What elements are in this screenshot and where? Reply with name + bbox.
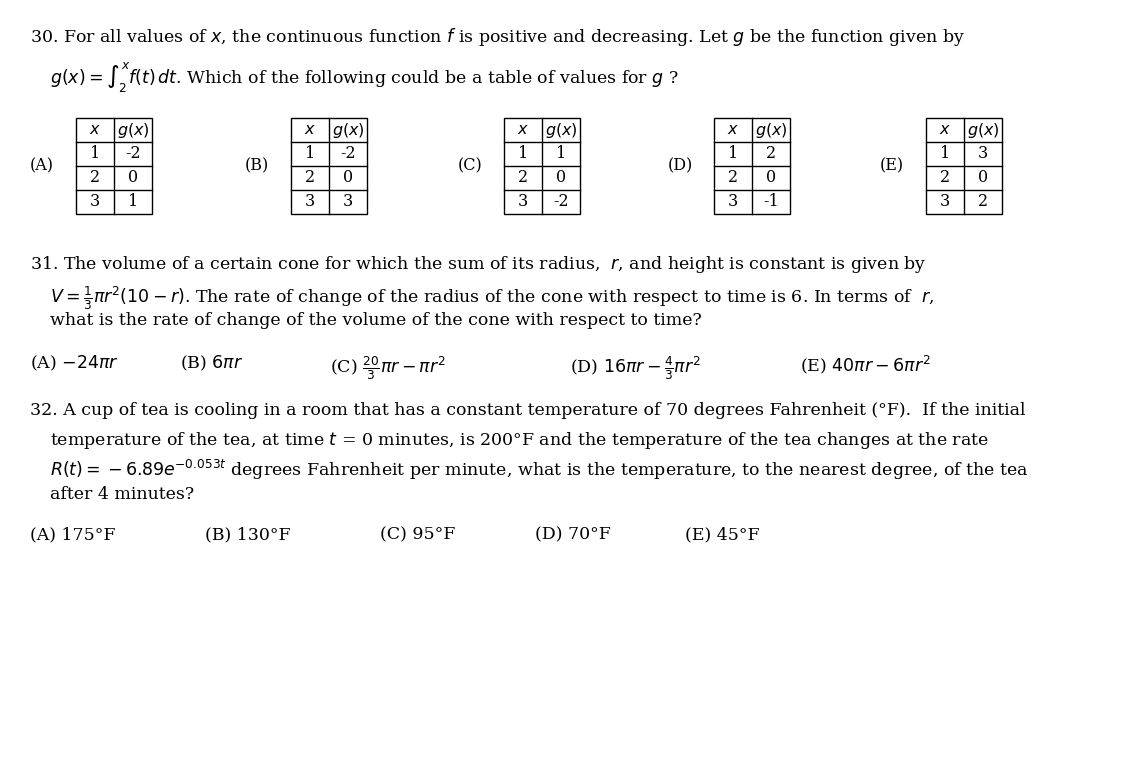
- Text: 0: 0: [766, 170, 776, 187]
- Text: (B) 130°F: (B) 130°F: [205, 526, 290, 543]
- Text: 0: 0: [343, 170, 354, 187]
- Text: -1: -1: [763, 194, 778, 211]
- Text: $x$: $x$: [727, 122, 739, 139]
- Text: (E) $40\pi r - 6\pi r^2$: (E) $40\pi r - 6\pi r^2$: [800, 354, 931, 376]
- Text: 0: 0: [127, 170, 138, 187]
- Text: (D): (D): [668, 157, 693, 174]
- Text: 1: 1: [940, 146, 951, 163]
- Text: -2: -2: [340, 146, 356, 163]
- Text: 3: 3: [90, 194, 100, 211]
- Text: (A): (A): [30, 157, 54, 174]
- Text: 1: 1: [127, 194, 138, 211]
- Text: 1: 1: [305, 146, 315, 163]
- Text: $V = \frac{1}{3}\pi r^2(10 - r)$. The rate of change of the radius of the cone w: $V = \frac{1}{3}\pi r^2(10 - r)$. The ra…: [51, 284, 934, 312]
- Text: 1: 1: [556, 146, 566, 163]
- Text: 30. For all values of $x$, the continuous function $f$ is positive and decreasin: 30. For all values of $x$, the continuou…: [30, 26, 964, 48]
- Text: (A) $-24\pi r$: (A) $-24\pi r$: [30, 354, 118, 373]
- Text: 2: 2: [90, 170, 100, 187]
- Bar: [714, 118, 790, 214]
- Text: 32. A cup of tea is cooling in a room that has a constant temperature of 70 degr: 32. A cup of tea is cooling in a room th…: [30, 402, 1025, 419]
- Text: 1: 1: [728, 146, 738, 163]
- Text: 1: 1: [518, 146, 528, 163]
- Text: 0: 0: [556, 170, 566, 187]
- Text: 3: 3: [940, 194, 951, 211]
- Text: $g(x)$: $g(x)$: [544, 121, 577, 139]
- Text: (D) 70°F: (D) 70°F: [535, 526, 611, 543]
- Text: 3: 3: [518, 194, 528, 211]
- Text: $g(x) = \int_2^x f(t)\,dt$. Which of the following could be a table of values fo: $g(x) = \int_2^x f(t)\,dt$. Which of the…: [51, 60, 678, 94]
- Text: (E): (E): [881, 157, 905, 174]
- Text: 1: 1: [90, 146, 100, 163]
- Bar: [290, 118, 367, 214]
- Text: $g(x)$: $g(x)$: [967, 121, 1000, 139]
- Text: $g(x)$: $g(x)$: [754, 121, 788, 139]
- Text: after 4 minutes?: after 4 minutes?: [51, 486, 194, 503]
- Text: 31. The volume of a certain cone for which the sum of its radius,  $r$, and heig: 31. The volume of a certain cone for whi…: [30, 254, 926, 275]
- Text: temperature of the tea, at time $t$ = 0 minutes, is 200°F and the temperature of: temperature of the tea, at time $t$ = 0 …: [51, 430, 988, 451]
- Text: 2: 2: [766, 146, 776, 163]
- Text: (E) 45°F: (E) 45°F: [685, 526, 760, 543]
- Text: $x$: $x$: [517, 122, 529, 139]
- Text: (C): (C): [458, 157, 483, 174]
- Text: 3: 3: [343, 194, 354, 211]
- Text: 0: 0: [978, 170, 988, 187]
- Text: (D) $16\pi r - \frac{4}{3}\pi r^2$: (D) $16\pi r - \frac{4}{3}\pi r^2$: [571, 354, 701, 382]
- Bar: [76, 118, 152, 214]
- Text: 3: 3: [978, 146, 988, 163]
- Text: $g(x)$: $g(x)$: [332, 121, 364, 139]
- Text: 2: 2: [978, 194, 988, 211]
- Bar: [926, 118, 1002, 214]
- Text: (A) 175°F: (A) 175°F: [30, 526, 116, 543]
- Text: what is the rate of change of the volume of the cone with respect to time?: what is the rate of change of the volume…: [51, 312, 701, 329]
- Bar: [504, 118, 580, 214]
- Text: 2: 2: [728, 170, 738, 187]
- Text: 2: 2: [305, 170, 315, 187]
- Text: $g(x)$: $g(x)$: [117, 121, 149, 139]
- Text: 2: 2: [518, 170, 528, 187]
- Text: -2: -2: [553, 194, 568, 211]
- Text: $R(t) = -6.89e^{-0.053t}$ degrees Fahrenheit per minute, what is the temperature: $R(t) = -6.89e^{-0.053t}$ degrees Fahren…: [51, 458, 1029, 482]
- Text: (B): (B): [245, 157, 270, 174]
- Text: -2: -2: [125, 146, 141, 163]
- Text: 3: 3: [305, 194, 315, 211]
- Text: $x$: $x$: [304, 122, 316, 139]
- Text: $x$: $x$: [90, 122, 101, 139]
- Text: $x$: $x$: [939, 122, 951, 139]
- Text: 3: 3: [728, 194, 738, 211]
- Text: 2: 2: [940, 170, 951, 187]
- Text: (B) $6\pi r$: (B) $6\pi r$: [180, 354, 243, 373]
- Text: (C) $\frac{20}{3}\pi r - \pi r^2$: (C) $\frac{20}{3}\pi r - \pi r^2$: [329, 354, 447, 382]
- Text: (C) 95°F: (C) 95°F: [380, 526, 456, 543]
